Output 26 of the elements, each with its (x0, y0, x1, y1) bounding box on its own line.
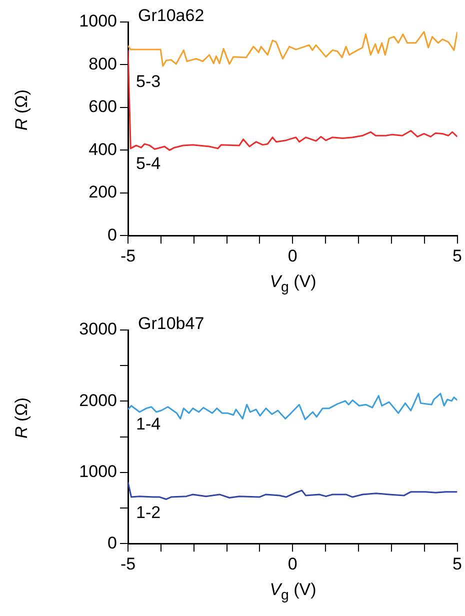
y-tick-label: 600 (88, 97, 117, 116)
x-axis-title: V$_{g}$ (V) (268, 580, 318, 604)
series-label: 5-3 (136, 72, 161, 92)
y-tick-label: 800 (88, 54, 117, 74)
series-label: 5-4 (136, 154, 161, 173)
y-tick-label: 0 (108, 533, 117, 552)
x-tick-label: 5 (452, 246, 462, 266)
y-tick-label: 3000 (79, 320, 117, 339)
series-label: 1-2 (136, 503, 161, 522)
x-tick-label: -5 (120, 554, 136, 574)
y-tick-label: 1000 (79, 462, 117, 482)
y-tick-label: 0 (108, 225, 117, 244)
y-axis-title: R (Ω) (12, 396, 32, 441)
x-tick-label: 5 (452, 554, 462, 574)
y-axis-title: R (Ω) (12, 88, 32, 133)
x-tick-label: -5 (120, 246, 136, 266)
y-tick-label: 2000 (79, 390, 117, 410)
y-tick-label: 1000 (79, 12, 117, 31)
x-tick-label: 0 (288, 246, 298, 266)
y-tick-label: 400 (88, 140, 117, 159)
annotation: Gr10a62 (138, 6, 204, 26)
x-axis-title: V$_{g}$ (V) (268, 272, 318, 296)
annotation: Gr10b47 (138, 314, 204, 334)
series-label: 1-4 (136, 414, 161, 434)
y-tick-label: 200 (88, 182, 117, 202)
x-tick-label: 0 (288, 554, 298, 574)
